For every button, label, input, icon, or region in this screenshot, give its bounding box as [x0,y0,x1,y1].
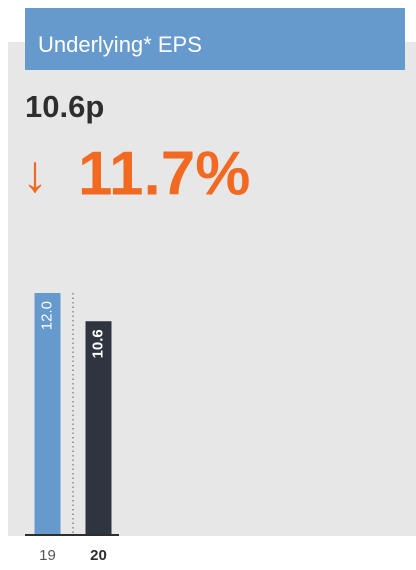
bar [85,321,112,535]
change: 11.7% [78,139,250,208]
headline: 10.6p [25,89,104,124]
header-bar [25,8,405,70]
bar [34,293,61,535]
x-tick-label: 19 [39,547,56,564]
panel [8,42,416,536]
x-tick-label: 20 [90,547,107,564]
value-label: 10.6 [89,329,106,358]
value-label: 12.0 [38,301,55,330]
change-arrow: ↓ [22,146,48,204]
chart-title: Underlying* EPS [38,32,202,57]
